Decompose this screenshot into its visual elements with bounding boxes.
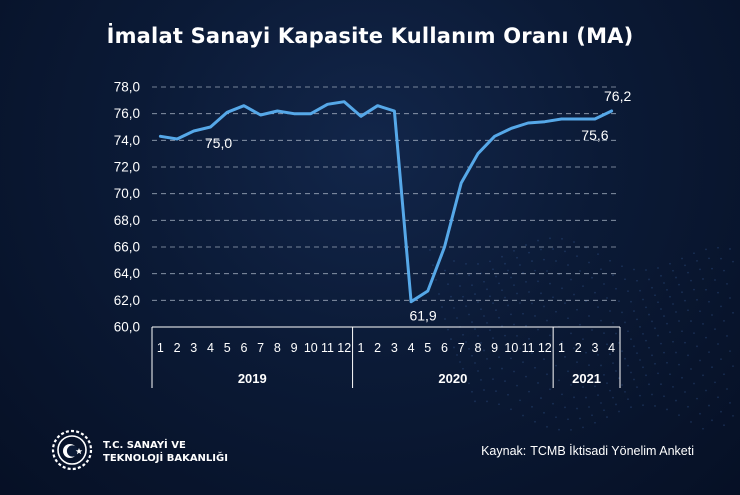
x-tick-label: 10 — [304, 341, 318, 355]
x-tick-label: 7 — [257, 341, 264, 355]
y-tick-label: 78,0 — [114, 80, 140, 95]
year-label: 2021 — [572, 371, 601, 386]
x-tick-label: 3 — [391, 341, 398, 355]
ministry-gear-logo-icon — [51, 429, 93, 471]
x-tick-label: 11 — [321, 341, 334, 355]
ministry-name: T.C. SANAYİ VE TEKNOLOJİ BAKANLIĞI — [103, 439, 228, 465]
y-tick-label: 64,0 — [114, 266, 140, 281]
y-tick-label: 62,0 — [114, 293, 140, 308]
x-tick-label: 1 — [357, 341, 364, 355]
chart-title: İmalat Sanayi Kapasite Kullanım Oranı (M… — [106, 24, 634, 48]
source-text: TCMB İktisadi Yönelim Anketi — [530, 444, 694, 458]
data-label: 75,6 — [581, 127, 608, 143]
data-label: 61,9 — [409, 308, 436, 324]
series-line — [158, 100, 614, 304]
y-tick-label: 70,0 — [114, 186, 140, 201]
x-tick-label: 4 — [207, 341, 214, 355]
y-tick-label: 68,0 — [114, 213, 140, 228]
x-tick-label: 7 — [458, 341, 465, 355]
x-tick-label: 2 — [575, 341, 582, 355]
x-tick-label: 6 — [240, 341, 247, 355]
y-tick-label: 66,0 — [114, 240, 140, 255]
x-tick-label: 3 — [190, 341, 197, 355]
x-tick-label: 3 — [591, 341, 598, 355]
x-tick-label: 10 — [504, 341, 518, 355]
x-tick-label: 5 — [224, 341, 231, 355]
y-tick-label: 60,0 — [114, 320, 140, 335]
x-tick-label: 5 — [424, 341, 431, 355]
x-tick-label: 9 — [491, 341, 498, 355]
y-tick-label: 72,0 — [114, 160, 140, 175]
year-label: 2020 — [438, 371, 467, 386]
y-tick-label: 76,0 — [114, 106, 140, 121]
x-tick-label: 6 — [441, 341, 448, 355]
year-label: 2019 — [238, 371, 267, 386]
source-note: Kaynak: TCMB İktisadi Yönelim Anketi — [481, 444, 698, 458]
y-tick-label: 74,0 — [114, 133, 140, 148]
ministry-name-line2: TEKNOLOJİ BAKANLIĞI — [103, 453, 228, 464]
x-tick-label: 1 — [558, 341, 565, 355]
source-label: Kaynak: — [481, 444, 527, 458]
x-tick-label: 9 — [291, 341, 298, 355]
x-tick-label: 2 — [374, 341, 381, 355]
x-tick-label: 8 — [474, 341, 481, 355]
ministry-name-line1: T.C. SANAYİ VE — [103, 440, 186, 451]
x-tick-label: 2 — [174, 341, 181, 355]
x-tick-label: 4 — [608, 341, 615, 355]
x-tick-label: 12 — [538, 341, 552, 355]
x-tick-label: 8 — [274, 341, 281, 355]
data-label: 75,0 — [205, 135, 232, 151]
data-label: 76,2 — [604, 88, 631, 104]
x-tick-label: 1 — [157, 341, 164, 355]
x-tick-label: 4 — [408, 341, 415, 355]
x-tick-label: 11 — [522, 341, 535, 355]
x-tick-label: 12 — [337, 341, 351, 355]
